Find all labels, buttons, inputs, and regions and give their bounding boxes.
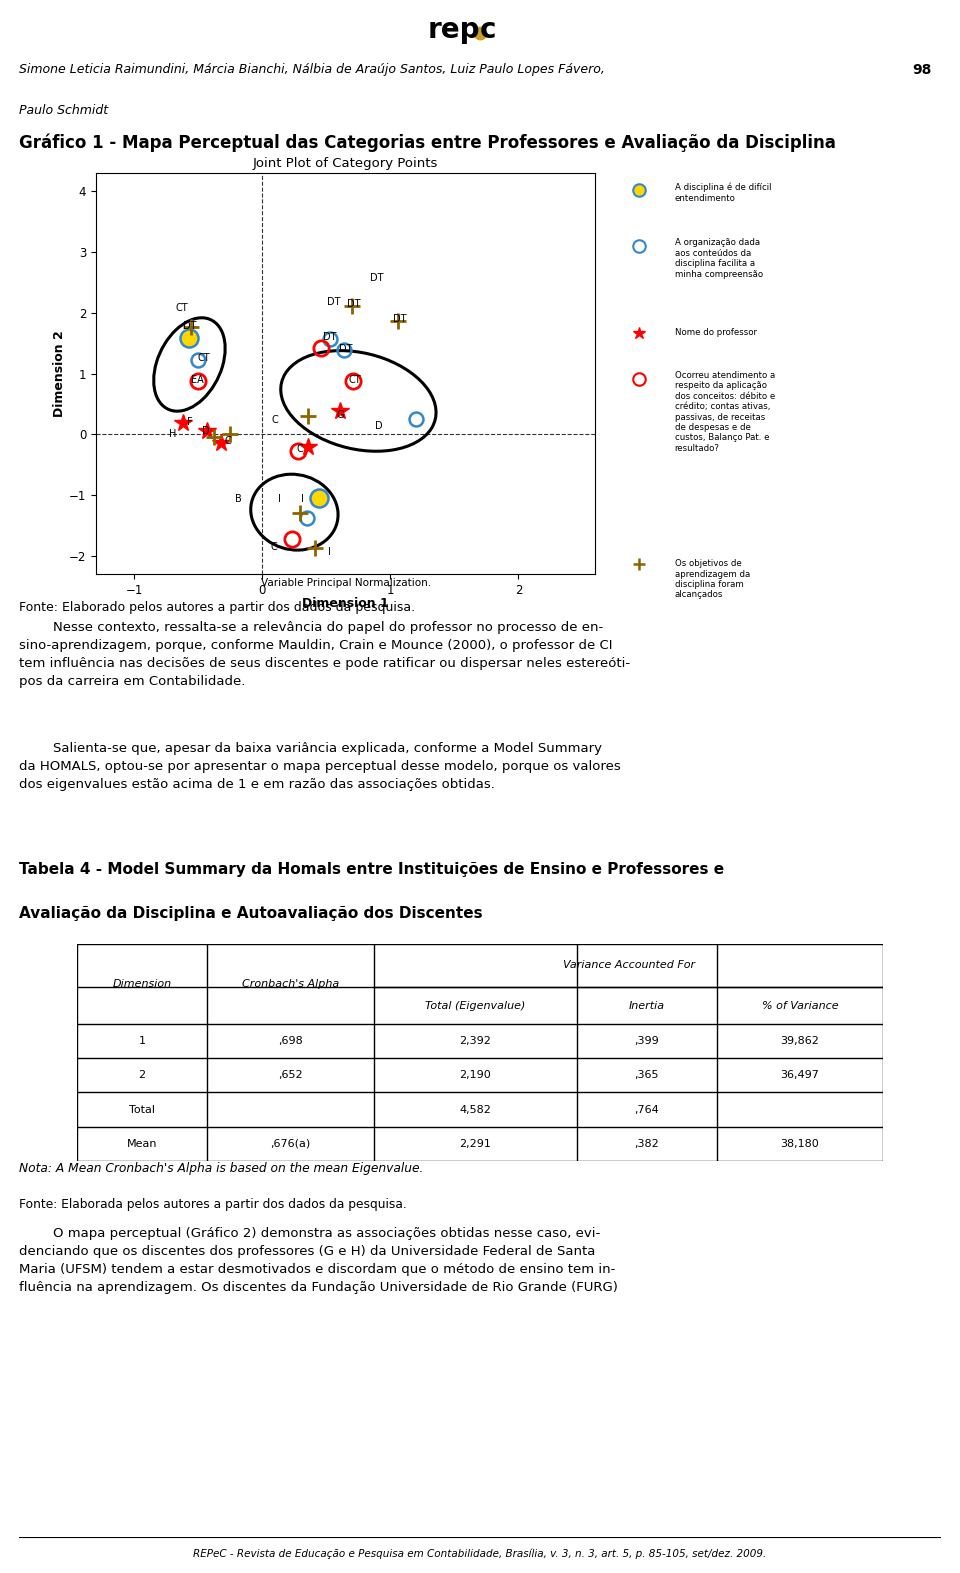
Text: DT: DT	[339, 344, 352, 354]
Text: % of Variance: % of Variance	[761, 1000, 838, 1010]
Text: CT: CT	[176, 304, 188, 313]
Text: ,382: ,382	[635, 1139, 660, 1148]
Text: D: D	[203, 426, 210, 436]
Text: Tabela 4 - Model Summary da Homals entre Instituições de Ensino e Professores e: Tabela 4 - Model Summary da Homals entre…	[19, 862, 725, 878]
Text: I: I	[327, 547, 330, 557]
Text: DT: DT	[393, 315, 406, 324]
Text: G: G	[337, 411, 345, 420]
Text: 98: 98	[912, 63, 931, 77]
Text: C: C	[225, 436, 231, 447]
Text: 38,180: 38,180	[780, 1139, 819, 1148]
Text: ,365: ,365	[635, 1070, 659, 1081]
Text: Simone Leticia Raimundini, Márcia Bianchi, Nálbia de Araújo Santos, Luiz Paulo L: Simone Leticia Raimundini, Márcia Bianch…	[19, 63, 605, 76]
Text: Total: Total	[130, 1104, 156, 1115]
Text: C: C	[296, 444, 303, 455]
Text: 2: 2	[138, 1070, 146, 1081]
Text: rep: rep	[427, 16, 480, 44]
Text: B: B	[234, 494, 242, 505]
Text: Fonte: Elaborado pelos autores a partir dos dados da pesquisa.: Fonte: Elaborado pelos autores a partir …	[19, 601, 416, 613]
Text: Ocorreu atendimento a
respeito da aplicação
dos conceitos: débito e
crédito; con: Ocorreu atendimento a respeito da aplica…	[675, 371, 775, 453]
Text: Cronbach's Alpha: Cronbach's Alpha	[242, 978, 340, 989]
Text: c: c	[480, 16, 496, 44]
Text: Nesse contexto, ressalta-se a relevância do papel do professor no processo de en: Nesse contexto, ressalta-se a relevância…	[19, 621, 631, 689]
Title: Joint Plot of Category Points: Joint Plot of Category Points	[252, 157, 439, 170]
Text: H: H	[169, 429, 177, 439]
Text: Inertia: Inertia	[629, 1000, 664, 1010]
Text: CT: CT	[197, 354, 210, 363]
Text: 2,291: 2,291	[460, 1139, 492, 1148]
Text: REPeC - Revista de Educação e Pesquisa em Contabilidade, Brasília, v. 3, n. 3, a: REPeC - Revista de Educação e Pesquisa e…	[193, 1548, 767, 1559]
Text: Variable Principal Normalization.: Variable Principal Normalization.	[260, 577, 431, 588]
Text: DT: DT	[347, 299, 360, 308]
Text: I: I	[277, 494, 280, 505]
Text: Total (Eigenvalue): Total (Eigenvalue)	[425, 1000, 526, 1010]
X-axis label: Dimension 1: Dimension 1	[302, 596, 389, 610]
Text: Nome do professor: Nome do professor	[675, 329, 756, 337]
Text: ,698: ,698	[278, 1037, 303, 1046]
Text: ,676(a): ,676(a)	[271, 1139, 311, 1148]
Text: 4,582: 4,582	[460, 1104, 492, 1115]
Text: EA: EA	[191, 374, 204, 385]
Text: Paulo Schmidt: Paulo Schmidt	[19, 104, 108, 116]
Text: D: D	[375, 422, 383, 431]
Text: 2,392: 2,392	[460, 1037, 492, 1046]
Text: A organização dada
aos conteúdos da
disciplina facilita a
minha compreensão: A organização dada aos conteúdos da disc…	[675, 239, 763, 278]
Text: CT: CT	[348, 374, 361, 385]
Text: ,652: ,652	[278, 1070, 303, 1081]
Text: F: F	[186, 417, 192, 428]
Text: Os objetivos de
aprendizagem da
disciplina foram
alcançados: Os objetivos de aprendizagem da discipli…	[675, 560, 750, 599]
Text: O mapa perceptual (Gráfico 2) demonstra as associações obtidas nesse caso, evi-
: O mapa perceptual (Gráfico 2) demonstra …	[19, 1227, 618, 1295]
Text: Salienta-se que, apesar da baixa variância explicada, conforme a Model Summary
d: Salienta-se que, apesar da baixa variânc…	[19, 742, 621, 791]
Text: Avaliação da Disciplina e Autoavaliação dos Discentes: Avaliação da Disciplina e Autoavaliação …	[19, 906, 483, 920]
Text: Dimension: Dimension	[112, 978, 172, 989]
Text: DT: DT	[370, 272, 383, 283]
Text: A disciplina é de difícil
entendimento: A disciplina é de difícil entendimento	[675, 182, 771, 203]
Text: Variance Accounted For: Variance Accounted For	[563, 961, 695, 971]
Text: 39,862: 39,862	[780, 1037, 819, 1046]
Text: 36,497: 36,497	[780, 1070, 819, 1081]
Text: 2,190: 2,190	[460, 1070, 492, 1081]
Text: DT: DT	[327, 297, 341, 307]
Y-axis label: Dimension 2: Dimension 2	[53, 330, 66, 417]
Text: Nota: A Mean Cronbach's Alpha is based on the mean Eigenvalue.: Nota: A Mean Cronbach's Alpha is based o…	[19, 1162, 423, 1175]
Text: Fonte: Elaborada pelos autores a partir dos dados da pesquisa.: Fonte: Elaborada pelos autores a partir …	[19, 1197, 407, 1211]
Text: ,399: ,399	[635, 1037, 660, 1046]
Text: DT: DT	[182, 321, 196, 332]
Text: Mean: Mean	[127, 1139, 157, 1148]
Text: DT: DT	[324, 332, 337, 341]
Text: ,764: ,764	[635, 1104, 660, 1115]
Text: C: C	[272, 415, 278, 425]
Text: C: C	[271, 541, 277, 552]
Text: Gráfico 1 - Mapa Perceptual das Categorias entre Professores e Avaliação da Disc: Gráfico 1 - Mapa Perceptual das Categori…	[19, 134, 836, 151]
Text: 1: 1	[138, 1037, 146, 1046]
Text: I: I	[300, 494, 303, 505]
